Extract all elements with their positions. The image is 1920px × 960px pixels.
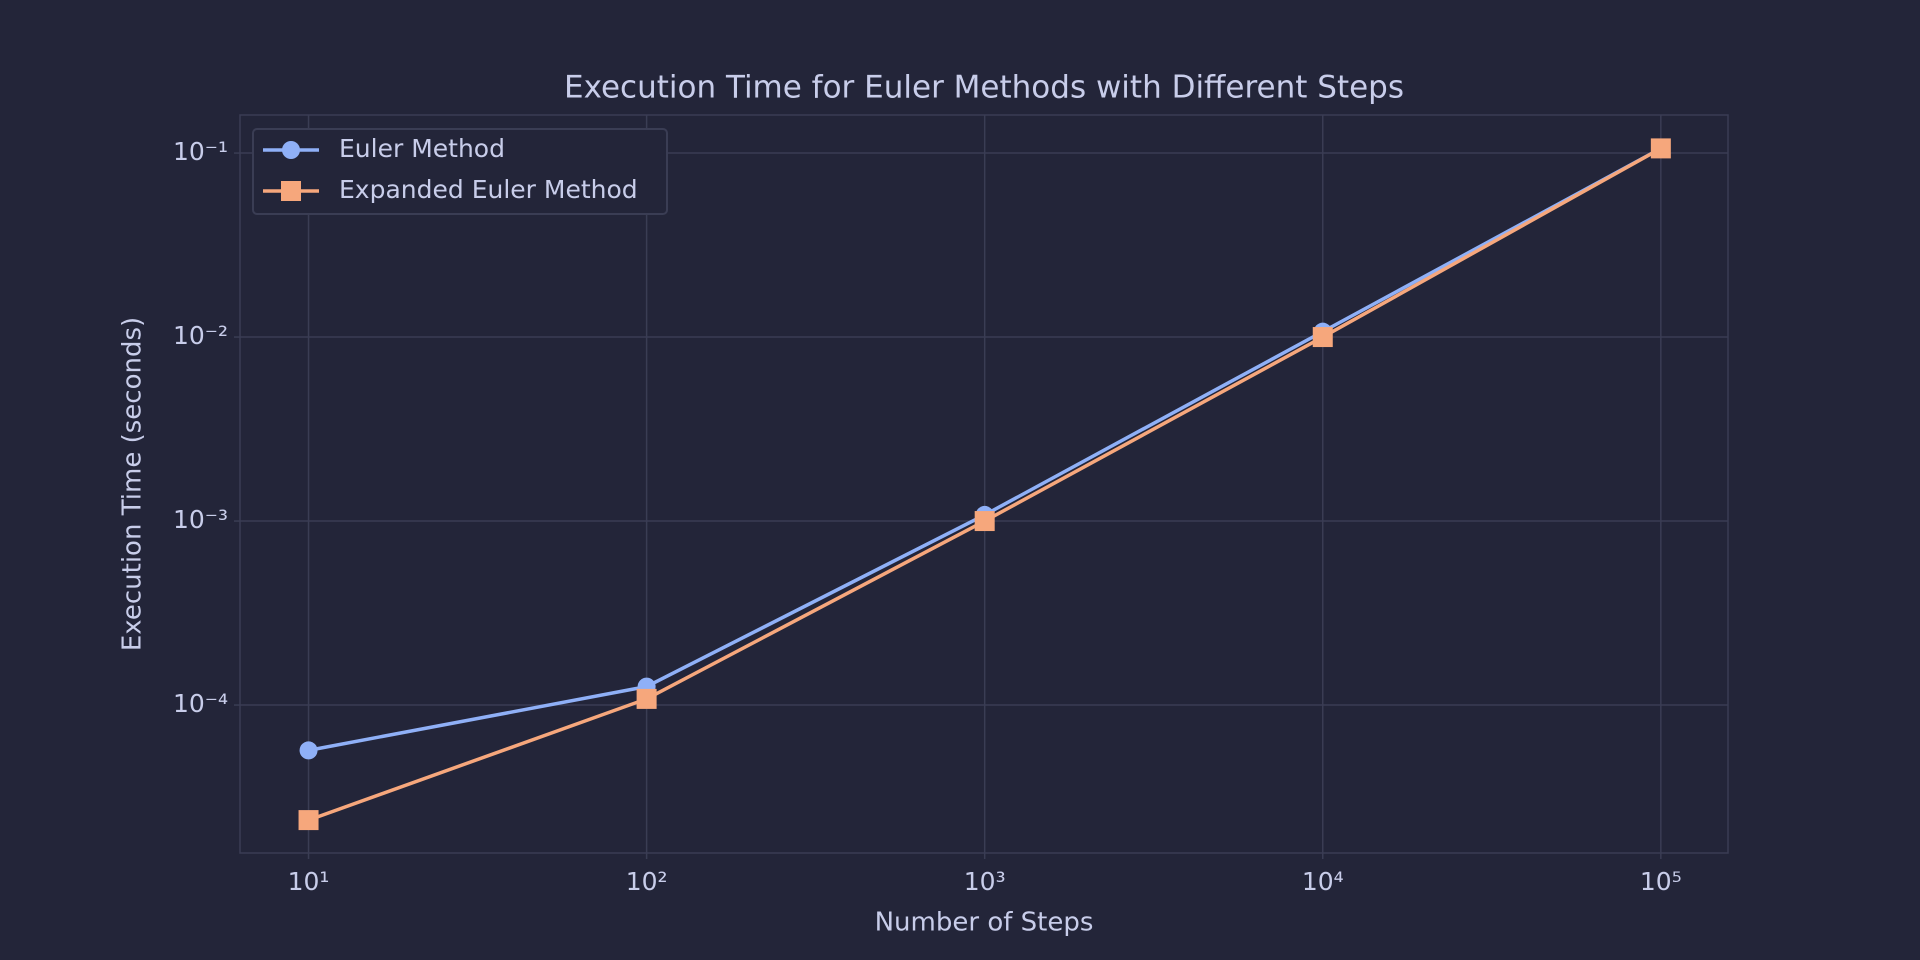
legend-marker [282, 141, 300, 159]
x-tick-label: 10⁴ [1302, 867, 1344, 896]
chart-title: Execution Time for Euler Methods with Di… [564, 70, 1404, 106]
marker [1650, 138, 1671, 159]
marker [1312, 327, 1333, 348]
marker [636, 688, 657, 709]
x-axis-label: Number of Steps [875, 908, 1094, 938]
legend-marker [281, 181, 301, 201]
marker [299, 741, 318, 760]
x-tick-label: 10² [626, 867, 668, 896]
marker [974, 511, 995, 532]
x-tick-label: 10⁵ [1640, 867, 1682, 896]
y-tick-label: 10⁻² [173, 321, 228, 350]
legend-label: Expanded Euler Method [339, 175, 638, 204]
legend-box [252, 128, 668, 215]
plot-frame [239, 114, 1729, 854]
y-tick-label: 10⁻⁴ [173, 689, 228, 718]
y-axis-label: Execution Time (seconds) [118, 317, 148, 651]
x-tick-label: 10³ [964, 867, 1006, 896]
x-tick-label: 10¹ [288, 867, 330, 896]
y-tick-label: 10⁻¹ [173, 137, 228, 166]
y-tick-label: 10⁻³ [173, 505, 228, 534]
legend-label: Euler Method [339, 134, 505, 163]
marker [298, 810, 319, 831]
